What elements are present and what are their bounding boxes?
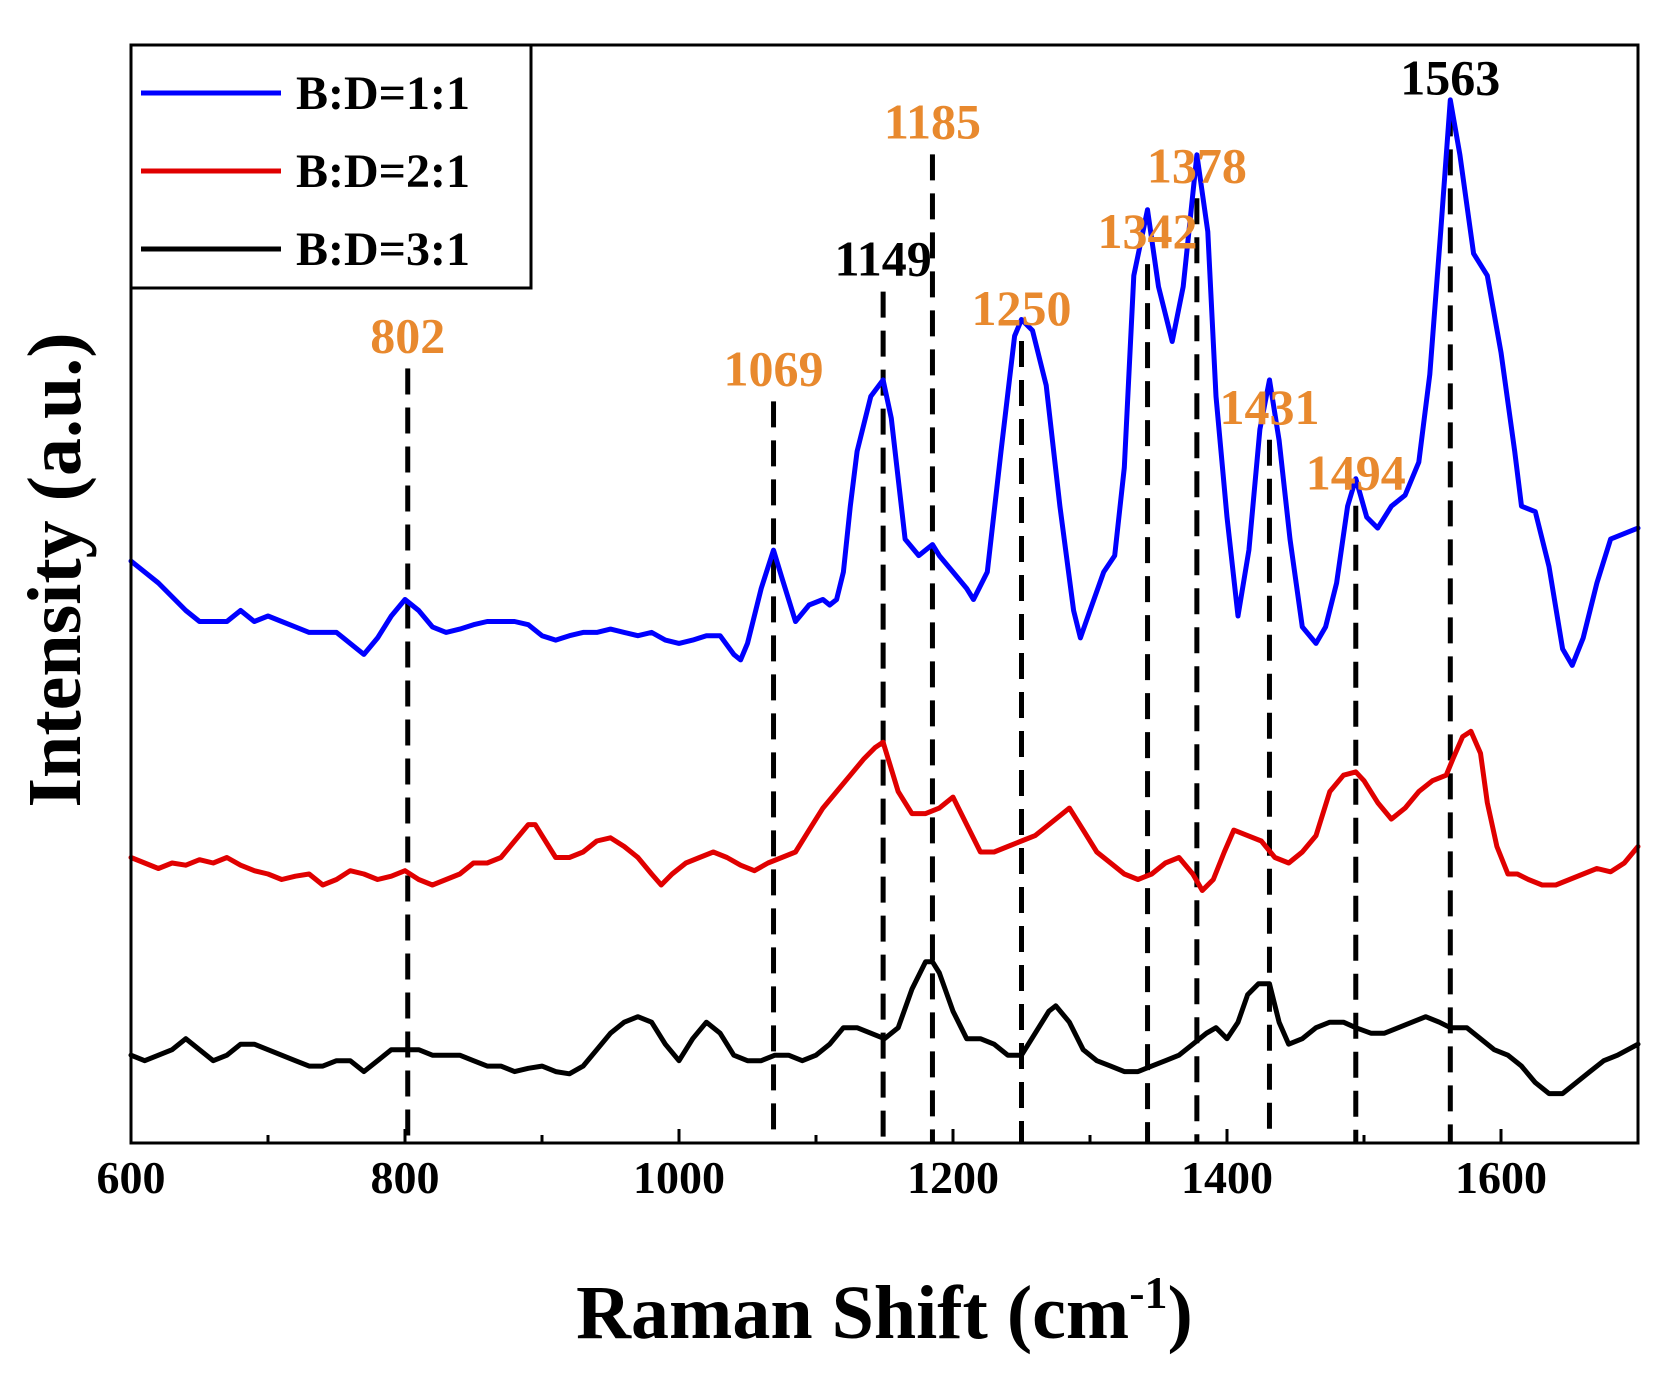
legend-label: B:D=2:1 [296,145,470,198]
peak-label: 1069 [724,340,824,396]
x-axis-title-superscript: -1 [1129,1267,1167,1318]
x-axis-title-main: Raman Shift (cm [576,1271,1129,1355]
series-line-3 [128,959,1641,1097]
peak-label: 1185 [884,93,981,149]
legend-label: B:D=3:1 [296,223,470,276]
y-axis-title: Intensity (a.u.) [13,332,97,807]
legend: B:D=1:1 B:D=2:1 B:D=3:1 [129,43,533,290]
plot-frame [129,43,1640,1145]
x-tick-label: 1600 [1455,1152,1547,1203]
peak-label: 1378 [1147,137,1247,193]
x-tick-label: 1200 [907,1152,999,1203]
x-axis-title-close: ) [1168,1271,1193,1355]
x-tick-label: 600 [97,1152,166,1203]
x-tick-label: 1000 [633,1152,725,1203]
peak-label: 1149 [835,231,932,287]
peak-label: 802 [370,307,445,363]
x-tick-label: 1400 [1181,1152,1273,1203]
series-line-2 [128,728,1641,893]
spectra-series [128,97,1641,1097]
series-line-1 [128,97,1641,668]
peak-label: 1494 [1306,445,1406,501]
peak-label: 1250 [972,280,1072,336]
x-axis-title: Raman Shift (cm-1) [576,1267,1193,1355]
peak-label: 1342 [1098,203,1198,259]
peak-markers [405,110,1453,1143]
legend-label: B:D=1:1 [296,67,470,120]
peak-label: 1431 [1219,379,1319,435]
x-axis-ticks: 600 800 1000 1200 1400 1600 [97,1129,1640,1203]
peak-label: 1563 [1400,49,1500,105]
x-tick-label: 800 [371,1152,440,1203]
